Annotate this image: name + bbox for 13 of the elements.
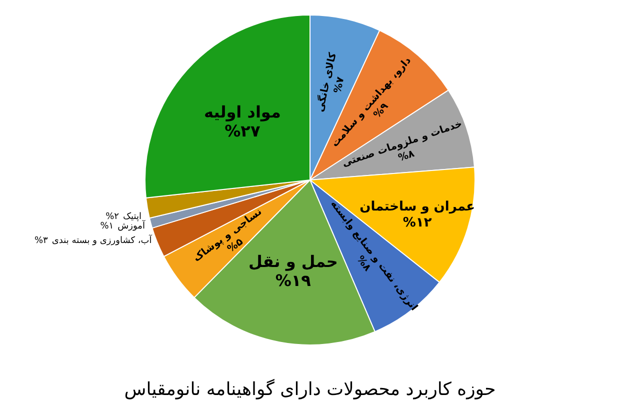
slice-label: مواد اولیه — [204, 102, 281, 122]
data-label: %۷ — [332, 76, 347, 94]
slice-label: حمل و نقل — [248, 252, 338, 272]
data-label: %۲ — [106, 212, 120, 222]
slice-label: آب، کشاورزی و بسته بندی — [52, 234, 152, 246]
slice-label: آموزش — [118, 220, 146, 232]
text: حوزه کاربرد محصولات دارای گواهینامه نانومقیاس — [124, 378, 496, 400]
data-label: %۲۷ — [224, 121, 260, 140]
slice-label: اپتیک — [122, 212, 142, 222]
data-label: %۳ — [34, 236, 48, 246]
data-label: %۱۹ — [275, 271, 312, 290]
data-label: %۱۲ — [402, 216, 432, 231]
data-label: %۱ — [100, 222, 114, 232]
